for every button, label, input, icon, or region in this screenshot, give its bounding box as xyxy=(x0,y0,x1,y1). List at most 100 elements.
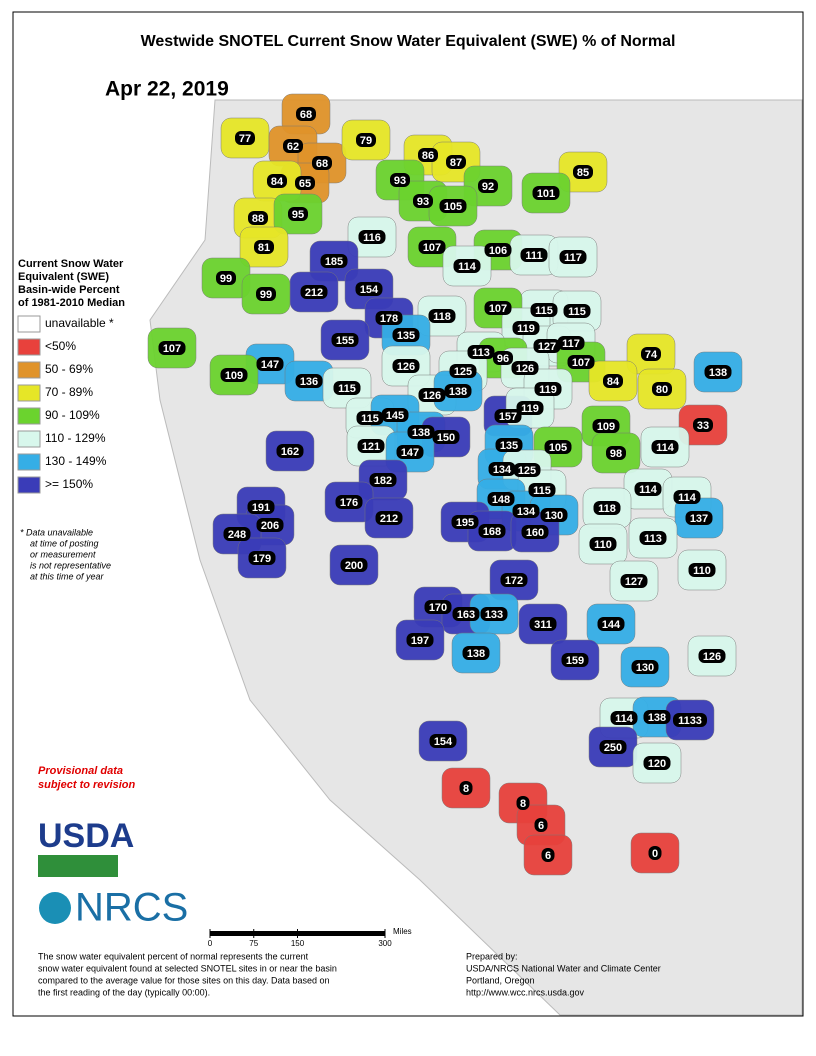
basin-label: 117 xyxy=(564,252,582,264)
basin-label-box xyxy=(333,381,361,395)
footer: The snow water equivalent percent of nor… xyxy=(38,951,661,997)
basin-label: 197 xyxy=(411,635,429,647)
basin-label-box xyxy=(603,374,623,388)
basin-label-box xyxy=(158,341,186,355)
basin-label: 178 xyxy=(380,313,398,325)
basin-label-box xyxy=(358,230,386,244)
legend-swatch xyxy=(17,407,41,425)
basin-label: 155 xyxy=(336,335,354,347)
basin-label-box xyxy=(685,511,713,525)
basin-label-box xyxy=(396,445,424,459)
basin-label: 170 xyxy=(429,602,447,614)
legend-swatch xyxy=(17,315,41,333)
basin-label-box xyxy=(439,199,467,213)
legend-title: Basin-wide Percent xyxy=(18,284,120,296)
basin-label-box xyxy=(449,364,477,378)
basin-label: 92 xyxy=(482,181,494,193)
basin-label-box xyxy=(467,345,495,359)
legend-label: 90 - 109% xyxy=(45,408,100,422)
basin-label-box xyxy=(643,756,671,770)
basin-label: 98 xyxy=(610,448,622,460)
basin-label: 162 xyxy=(281,446,299,458)
basin-label-box xyxy=(452,607,480,621)
basin-label-box xyxy=(673,713,707,727)
scale-label: 0 xyxy=(208,939,213,948)
basin-label-box xyxy=(444,384,472,398)
basin-label-box xyxy=(335,495,363,509)
basin-label: 200 xyxy=(345,560,363,572)
basin-label: 107 xyxy=(572,357,590,369)
basin-label-box xyxy=(424,600,452,614)
basin-label-box xyxy=(331,333,359,347)
basin-label: 121 xyxy=(362,441,380,453)
basin-label: 138 xyxy=(648,712,666,724)
basin-label-box xyxy=(484,301,512,315)
basin-label: 74 xyxy=(645,349,658,361)
basin-label-box xyxy=(296,107,316,121)
basin-label-box xyxy=(563,304,591,318)
basin-label: 113 xyxy=(472,347,490,359)
basin-label-box xyxy=(484,243,512,257)
basin-label-box xyxy=(459,781,473,795)
basin-label: 138 xyxy=(449,386,467,398)
basin-label-box xyxy=(521,525,549,539)
basin-label-box xyxy=(559,250,587,264)
basin-label: 81 xyxy=(258,242,270,254)
basin-label-box xyxy=(247,500,275,514)
basin-label-box xyxy=(357,439,385,453)
basin-label: 144 xyxy=(602,619,621,631)
basin-label: 116 xyxy=(363,232,381,244)
basin-label: 135 xyxy=(397,330,415,342)
basin-label: 191 xyxy=(252,502,270,514)
basin-label-box xyxy=(312,156,332,170)
basin-label-box xyxy=(557,336,585,350)
basin-label: 136 xyxy=(300,376,318,388)
basin-label-box xyxy=(529,617,557,631)
basin-label: 115 xyxy=(568,306,586,318)
basin-label: 33 xyxy=(697,420,709,432)
basin-label-box xyxy=(534,818,548,832)
basin-label-box xyxy=(589,537,617,551)
basin-label: 79 xyxy=(360,135,372,147)
basin-label: 119 xyxy=(521,403,539,415)
basin-label: 113 xyxy=(644,533,662,545)
basin-label-box xyxy=(392,328,420,342)
basin-label-box xyxy=(256,357,284,371)
basin-label-box xyxy=(451,515,479,529)
basin-label: 115 xyxy=(535,305,553,317)
basin-label: 80 xyxy=(656,384,668,396)
basin-label: 68 xyxy=(316,158,328,170)
basin-label-box xyxy=(356,133,376,147)
basin-label-box xyxy=(639,531,667,545)
basin-label-box xyxy=(216,271,236,285)
prepared-by: USDA/NRCS National Water and Climate Cen… xyxy=(466,963,661,973)
basin-label: 154 xyxy=(360,284,379,296)
basin-label: 77 xyxy=(239,133,251,145)
basin-label-box xyxy=(511,361,539,375)
basin-label: 168 xyxy=(483,526,501,538)
basin-label: 1133 xyxy=(678,715,702,727)
basin-label: 206 xyxy=(261,520,279,532)
basin-label: 115 xyxy=(361,413,379,425)
prepared-by: Portland, Oregon xyxy=(466,975,535,985)
legend-swatch xyxy=(17,476,41,494)
basin-label: 68 xyxy=(300,109,312,121)
basin-label: 126 xyxy=(397,361,415,373)
basin-label-box xyxy=(407,425,435,439)
basin-label-box xyxy=(544,440,572,454)
basin-label: 125 xyxy=(454,366,472,378)
basin-label: 109 xyxy=(225,370,243,382)
basin-label: 138 xyxy=(709,367,727,379)
basin-label-box xyxy=(641,347,661,361)
basin-label: 96 xyxy=(497,353,509,365)
description: compared to the average value for those … xyxy=(38,975,330,985)
basin-label-box xyxy=(673,490,701,504)
basin-label: 106 xyxy=(489,245,507,257)
legend-swatch xyxy=(17,338,41,356)
basin-label-box xyxy=(256,518,284,532)
land xyxy=(149,99,803,1016)
basin-label: 250 xyxy=(604,742,622,754)
basin-label: 84 xyxy=(607,376,620,388)
